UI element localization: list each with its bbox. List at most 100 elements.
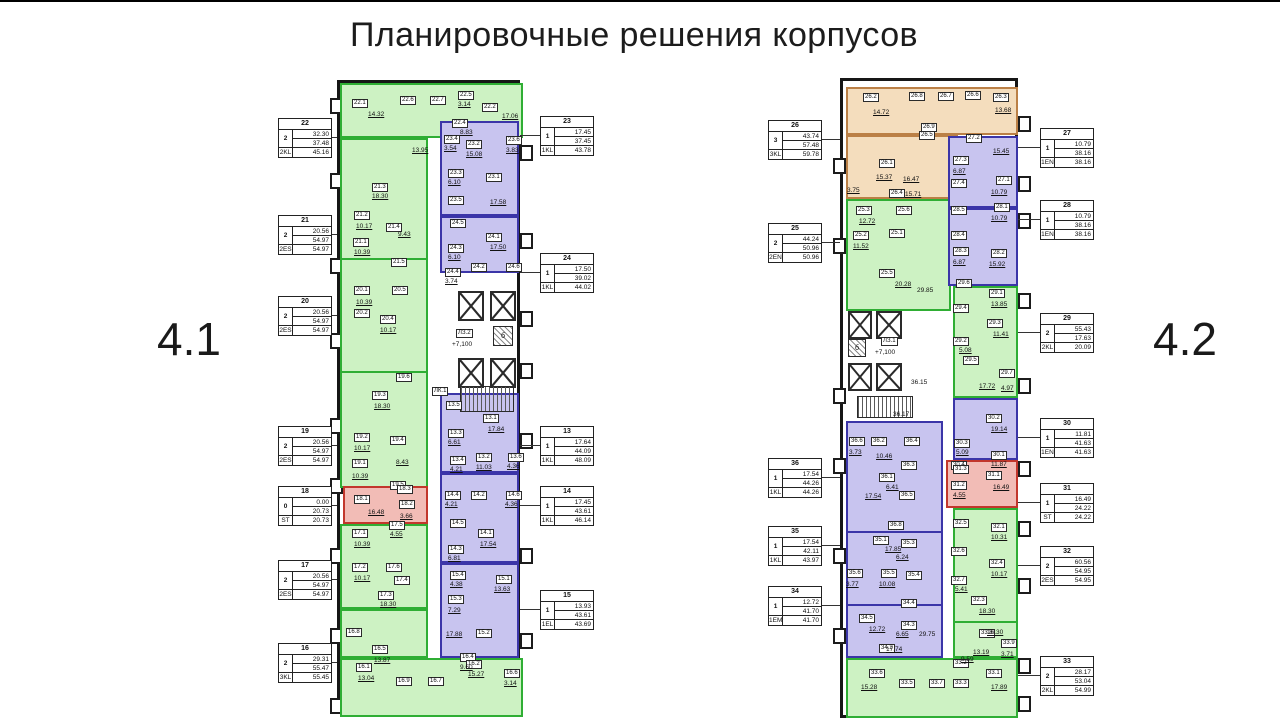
room-number-chip: 13.6 (508, 453, 524, 462)
room-number-chip: 35.5 (881, 569, 897, 578)
callout-leader-line (822, 545, 840, 546)
room-number-chip: 35.4 (906, 571, 922, 580)
area-value: 54.95 (1074, 577, 1091, 584)
room-number-chip: 16.9 (396, 677, 412, 686)
room-number-chip: ЛК.1 (432, 387, 449, 396)
area-value: 45.16 (312, 149, 329, 156)
apartment-number: 32 (1041, 547, 1093, 558)
room-area-label: 4.55 (390, 531, 403, 538)
apartment-number: 16 (279, 644, 331, 655)
room-area-label: 3.77 (846, 581, 859, 588)
apartment-type-code: 1KL (541, 456, 555, 465)
wall-line (846, 531, 943, 533)
room-number-chip: 21.4 (386, 223, 402, 232)
room-area-label: 6.10 (448, 179, 461, 186)
apartment-callout: 20 2 20.56 54.97 2ES 54.97 (278, 296, 332, 336)
floor-plan-4.1: б 22.1 22.6 22.7 22.5 22.2 22.4 21.3 21.2 21.4 21.… (330, 80, 533, 717)
apartment-type-code: ST (279, 516, 293, 525)
room-number-chip: 35.3 (901, 539, 917, 548)
service-shaft-icon: б (493, 326, 513, 346)
room-area-label: 17.06 (502, 113, 519, 120)
room-area-label: 17.54 (480, 541, 497, 548)
room-number-chip: 20.2 (354, 309, 370, 318)
room-number-chip: 33.8 (979, 629, 995, 638)
room-number-chip: 24.2 (471, 263, 487, 272)
apartment-callout: 22 2 32.30 37.48 2KL 45.16 (278, 118, 332, 158)
apartment-unit (948, 136, 1018, 208)
room-area-label: 11.87 (991, 461, 1007, 468)
apartment-callout: 34 1 12.72 41.70 1EM 41.70 (768, 586, 822, 626)
apartment-type-code: 3KL (769, 150, 783, 159)
area-value: 41.70 (802, 617, 819, 624)
room-number-chip: 23.4 (444, 135, 460, 144)
area-value: 43.69 (574, 621, 591, 628)
room-number-chip: 32.1 (991, 523, 1007, 532)
room-area-label: 14.72 (873, 109, 890, 116)
room-number-chip: 15.2 (476, 629, 492, 638)
room-number-chip: 13.1 (483, 414, 499, 423)
room-number-chip: 29.4 (953, 304, 969, 313)
area-value: 16.49 (1055, 495, 1093, 504)
room-number-chip: 27.1 (996, 176, 1012, 185)
rooms-count: 1 (541, 265, 555, 283)
area-value: 41.70 (783, 607, 821, 616)
area-value: 48.09 (574, 457, 591, 464)
callout-leader-line (332, 505, 337, 506)
room-number-chip: 20.5 (392, 286, 408, 295)
apartment-callout: 13 1 17.64 44.09 1KL 48.09 (540, 426, 594, 466)
facade-tick (1018, 378, 1031, 394)
apartment-number: 36 (769, 459, 821, 470)
room-number-chip: 15.1 (496, 575, 512, 584)
area-value: 50.96 (802, 254, 819, 261)
room-area-label: 6.65 (896, 631, 909, 638)
area-value: 17.50 (555, 265, 593, 274)
dimension-label: +7,100 (875, 349, 896, 356)
room-area-label: 3.74 (445, 278, 458, 285)
area-value: 44.26 (802, 489, 819, 496)
facade-tick (520, 548, 533, 564)
callout-leader-line (520, 609, 540, 610)
apartment-type-code: 2KL (1041, 343, 1055, 352)
apartment-unit (846, 199, 951, 311)
room-area-label: 10.17 (354, 575, 371, 582)
callout-grid: 2 32.30 37.48 2KL 45.16 (279, 130, 331, 157)
room-area-label: 4.21 (445, 501, 458, 508)
room-number-chip: 14.5 (450, 519, 466, 528)
room-number-chip: 31.3 (953, 465, 969, 474)
apartment-type-code: 2KL (279, 148, 293, 157)
elevator-shaft-icon (848, 363, 872, 391)
area-value: 54.97 (312, 327, 329, 334)
callout-grid: 1 11.81 41.63 1EN 41.63 (1041, 430, 1093, 457)
callout-grid: 2 29.31 55.47 3KL 55.45 (279, 655, 331, 682)
room-area-label: 11.41 (993, 331, 1009, 338)
callout-leader-line (520, 272, 540, 273)
room-number-chip: 27.4 (951, 179, 967, 188)
rooms-count: 2 (1041, 558, 1055, 576)
callout-grid: 1 17.54 44.26 1KL 44.26 (769, 470, 821, 497)
room-number-chip: 14.3 (448, 545, 464, 554)
callout-leader-line (1018, 437, 1040, 438)
room-number-chip: 23.1 (486, 173, 502, 182)
area-value: 54.95 (1055, 567, 1093, 576)
room-number-chip: 36.5 (899, 491, 915, 500)
area-value: 44.02 (574, 284, 591, 291)
slide-top-border (0, 0, 1280, 2)
facade-tick (1018, 658, 1031, 674)
facade-tick (520, 633, 533, 649)
room-number-chip: 29.5 (963, 356, 979, 365)
room-number-chip: 25.6 (896, 206, 912, 215)
apartment-number: 29 (1041, 314, 1093, 325)
area-value: 54.97 (312, 457, 329, 464)
room-area-label: 10.46 (876, 453, 893, 460)
room-number-chip: 35.6 (847, 569, 863, 578)
room-area-label: 19.14 (991, 426, 1008, 433)
room-area-label: 18.30 (380, 601, 397, 608)
room-number-chip: 30.3 (954, 439, 970, 448)
apartment-type-code: 1KL (541, 516, 555, 525)
apartment-type-code: 1EM (769, 616, 783, 625)
room-number-chip: 25.1 (889, 229, 905, 238)
area-value: 54.97 (312, 246, 329, 253)
room-area-label: 7.29 (448, 607, 461, 614)
room-number-chip: 26.4 (889, 189, 905, 198)
